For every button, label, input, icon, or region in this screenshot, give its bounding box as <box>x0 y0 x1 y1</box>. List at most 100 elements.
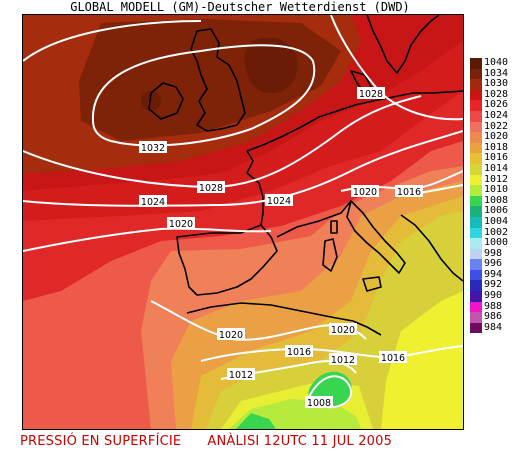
legend-entry: 1010 <box>470 184 518 196</box>
legend-entry: 1026 <box>470 99 518 111</box>
legend-label: 988 <box>484 300 503 312</box>
legend-entry: 1030 <box>470 78 518 90</box>
isobar-label-1020-southwest: 1020 <box>217 328 245 341</box>
legend-label: 1028 <box>484 88 509 100</box>
legend-entry: 1006 <box>470 205 518 217</box>
svg-text:1008: 1008 <box>307 398 331 409</box>
svg-text:1012: 1012 <box>331 355 355 366</box>
great-britain-coast <box>190 28 246 132</box>
isobar-label-1008: 1008 <box>305 396 333 409</box>
legend-label: 1008 <box>484 194 509 206</box>
isobar-label-1020-southeast: 1020 <box>329 323 357 336</box>
legend-entry: 1002 <box>470 226 518 239</box>
legend-label: 1034 <box>484 67 509 79</box>
legend-label: 1016 <box>484 152 509 164</box>
svg-text:1024: 1024 <box>267 196 291 207</box>
legend-entry: 988 <box>470 300 518 313</box>
legend-entry: 1004 <box>470 216 518 228</box>
legend-swatch <box>470 195 482 207</box>
isobar-label-1012-west: 1012 <box>227 368 255 381</box>
legend-label: 1024 <box>484 109 509 121</box>
legend-swatch <box>470 174 482 186</box>
legend-swatch <box>470 259 482 270</box>
legend-swatch <box>470 110 482 122</box>
legend-swatch <box>470 153 482 164</box>
legend-entry: 1022 <box>470 120 518 133</box>
legend-swatch <box>470 68 482 80</box>
legend-swatch <box>470 301 482 313</box>
isobar-label-1024-center: 1024 <box>265 194 293 207</box>
legend-swatch <box>470 269 482 281</box>
svg-text:1016: 1016 <box>287 347 311 358</box>
legend-label: 984 <box>484 321 503 333</box>
field-1012-east <box>381 291 463 429</box>
legend-swatch <box>470 291 482 302</box>
legend-label: 1012 <box>484 173 509 185</box>
field-1040-small <box>141 91 161 111</box>
ireland-coast <box>148 82 184 120</box>
legend-entry: 1008 <box>470 194 518 207</box>
field-1040-center <box>244 37 298 94</box>
caption-analysis-time: ANÀLISI 12UTC 11 JUL 2005 <box>207 434 393 449</box>
field-1008-1010-southwest <box>236 413 276 429</box>
legend-label: 1010 <box>484 184 509 196</box>
legend-entry: 996 <box>470 258 518 270</box>
legend-entry: 1024 <box>470 109 518 122</box>
legend-swatch <box>470 132 482 143</box>
legend-entry: 1000 <box>470 237 518 249</box>
sicily-coast <box>362 276 382 292</box>
legend-entry: 1012 <box>470 173 518 186</box>
legend-entry: 1014 <box>470 162 518 175</box>
balkans-coast <box>400 214 463 282</box>
isobar-label-1020-north: 1020 <box>351 185 379 198</box>
legend-entry: 1020 <box>470 131 518 143</box>
continent-north-coast <box>246 90 463 152</box>
legend-entry: 984 <box>470 321 518 334</box>
isobar-label-1016-south: 1016 <box>285 345 313 358</box>
legend-entry: 994 <box>470 268 518 281</box>
svg-text:1020: 1020 <box>169 219 193 230</box>
legend-entry: 1018 <box>470 142 518 154</box>
legend-label: 994 <box>484 268 503 280</box>
isobar-1028-south <box>23 95 422 189</box>
isobar-1016-south <box>200 345 463 362</box>
isobar-label-1016-east: 1016 <box>379 351 407 364</box>
chart-title: GLOBAL MODELL (GM)-Deutscher Wetterdiens… <box>70 0 410 14</box>
isobar-labels: 1032 1028 1028 1024 1024 1020 <box>139 87 423 409</box>
legend-entry: 992 <box>470 279 518 292</box>
isobar-label-1028-north: 1028 <box>357 87 385 100</box>
legend-swatch <box>470 248 482 260</box>
legend-swatch <box>470 216 482 228</box>
legend-label: 998 <box>484 247 503 259</box>
north-africa-coast <box>186 302 382 336</box>
legend-label: 1002 <box>484 226 509 238</box>
legend-entry: 990 <box>470 290 518 302</box>
isobar-label-1016-north: 1016 <box>395 185 423 198</box>
pressure-map: 1032 1028 1028 1024 1024 1020 <box>22 14 464 430</box>
corsica-coast <box>330 220 338 234</box>
legend-swatch <box>470 227 482 239</box>
legend-label: 1014 <box>484 162 509 174</box>
legend-label: 992 <box>484 279 503 291</box>
pressure-fields <box>23 15 463 429</box>
pressure-legend: 1040 1034 1030 1028 1026 1024 1022 1020 1018 1016… <box>470 57 518 334</box>
legend-entry: 1034 <box>470 67 518 80</box>
svg-text:1028: 1028 <box>199 183 223 194</box>
isobar-label-1012-center: 1012 <box>329 353 357 366</box>
svg-text:1028: 1028 <box>359 89 383 100</box>
legend-swatch <box>470 100 482 111</box>
map-caption: PRESSIÓ EN SUPERFÍCIE ANÀLISI 12UTC 11 JU… <box>20 434 392 449</box>
sardinia-coast <box>322 238 338 272</box>
svg-text:1012: 1012 <box>229 370 253 381</box>
svg-text:1024: 1024 <box>141 197 165 208</box>
legend-swatch <box>470 163 482 175</box>
legend-label: 1022 <box>484 120 509 132</box>
legend-label: 1030 <box>484 78 509 90</box>
isobar-label-1032: 1032 <box>139 141 167 154</box>
france-west-coast <box>246 150 264 226</box>
legend-label: 1006 <box>484 205 509 217</box>
legend-swatch <box>470 142 482 154</box>
legend-swatch <box>470 89 482 101</box>
legend-label: 996 <box>484 258 503 270</box>
legend-entry: 1040 <box>470 57 518 69</box>
